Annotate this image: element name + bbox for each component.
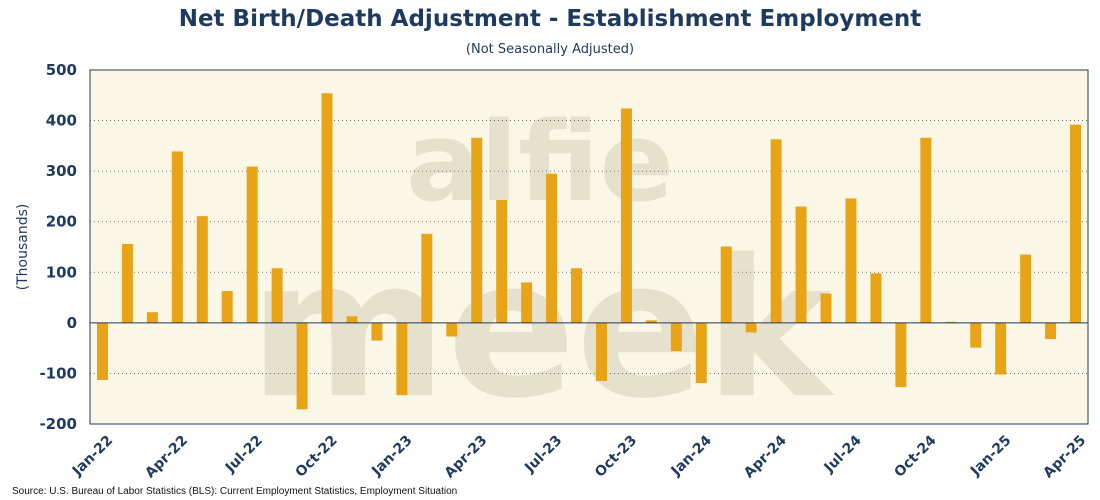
watermark-line2: meek [249, 219, 835, 440]
bar [820, 293, 832, 323]
watermark-line1: alfie [406, 98, 674, 226]
bar [595, 322, 607, 382]
bar [670, 322, 682, 352]
y-tick-label: -200 [39, 415, 77, 433]
bar-series [96, 93, 1082, 410]
bar [970, 322, 982, 348]
y-tick-label: 400 [46, 112, 77, 130]
y-tick-label: 300 [46, 162, 77, 180]
bar [870, 273, 882, 323]
y-tick-label: -100 [39, 364, 77, 382]
bar [845, 198, 857, 323]
x-tick-label: Apr-22 [142, 432, 191, 481]
bar [396, 322, 408, 396]
bar [246, 166, 258, 323]
bar [895, 322, 907, 388]
plot-border [89, 69, 1089, 425]
bar [995, 322, 1007, 375]
bar [346, 316, 358, 323]
bar [645, 320, 657, 323]
bar [446, 322, 458, 337]
bar [321, 93, 333, 323]
y-tick-label: 100 [46, 263, 77, 281]
bar [521, 282, 533, 323]
x-tick-label: Jan-25 [967, 432, 1014, 479]
bar [720, 246, 732, 323]
bar [221, 290, 233, 323]
chart-title: Net Birth/Death Adjustment - Establishme… [178, 6, 922, 32]
y-axis-ticks: -200 -100 0 100 200 300 400 500 [39, 61, 77, 433]
bar [496, 199, 508, 323]
bar [296, 322, 308, 410]
bar [171, 151, 183, 323]
bar [546, 173, 558, 323]
y-tick-label: 0 [67, 314, 77, 332]
chart-subtitle: (Not Seasonally Adjusted) [465, 42, 635, 57]
bar [695, 322, 707, 384]
bar [1070, 124, 1082, 323]
bar [421, 233, 433, 323]
bar [920, 137, 932, 323]
bar [945, 321, 957, 323]
y-tick-label: 200 [46, 213, 77, 231]
bar [795, 206, 807, 323]
bar [1045, 322, 1057, 340]
bar [96, 322, 108, 381]
x-tick-label: Apr-25 [1040, 432, 1089, 481]
bar [271, 268, 283, 323]
x-tick-label: Jan-22 [69, 432, 116, 479]
x-tick-label: Jul-22 [222, 432, 266, 476]
bar [745, 322, 757, 333]
bar [121, 243, 133, 323]
source-note: Source: U.S. Bureau of Labor Statistics … [12, 486, 458, 497]
bar [471, 137, 483, 323]
bar [770, 139, 782, 323]
bar [620, 108, 632, 323]
bar [571, 268, 583, 323]
bar [146, 312, 158, 323]
y-tick-label: 500 [46, 61, 77, 79]
bar [371, 322, 383, 341]
y-axis-label: (Thousands) [15, 204, 31, 291]
bar [196, 216, 208, 323]
bar [1020, 254, 1032, 323]
x-tick-label: Oct-24 [891, 432, 939, 480]
